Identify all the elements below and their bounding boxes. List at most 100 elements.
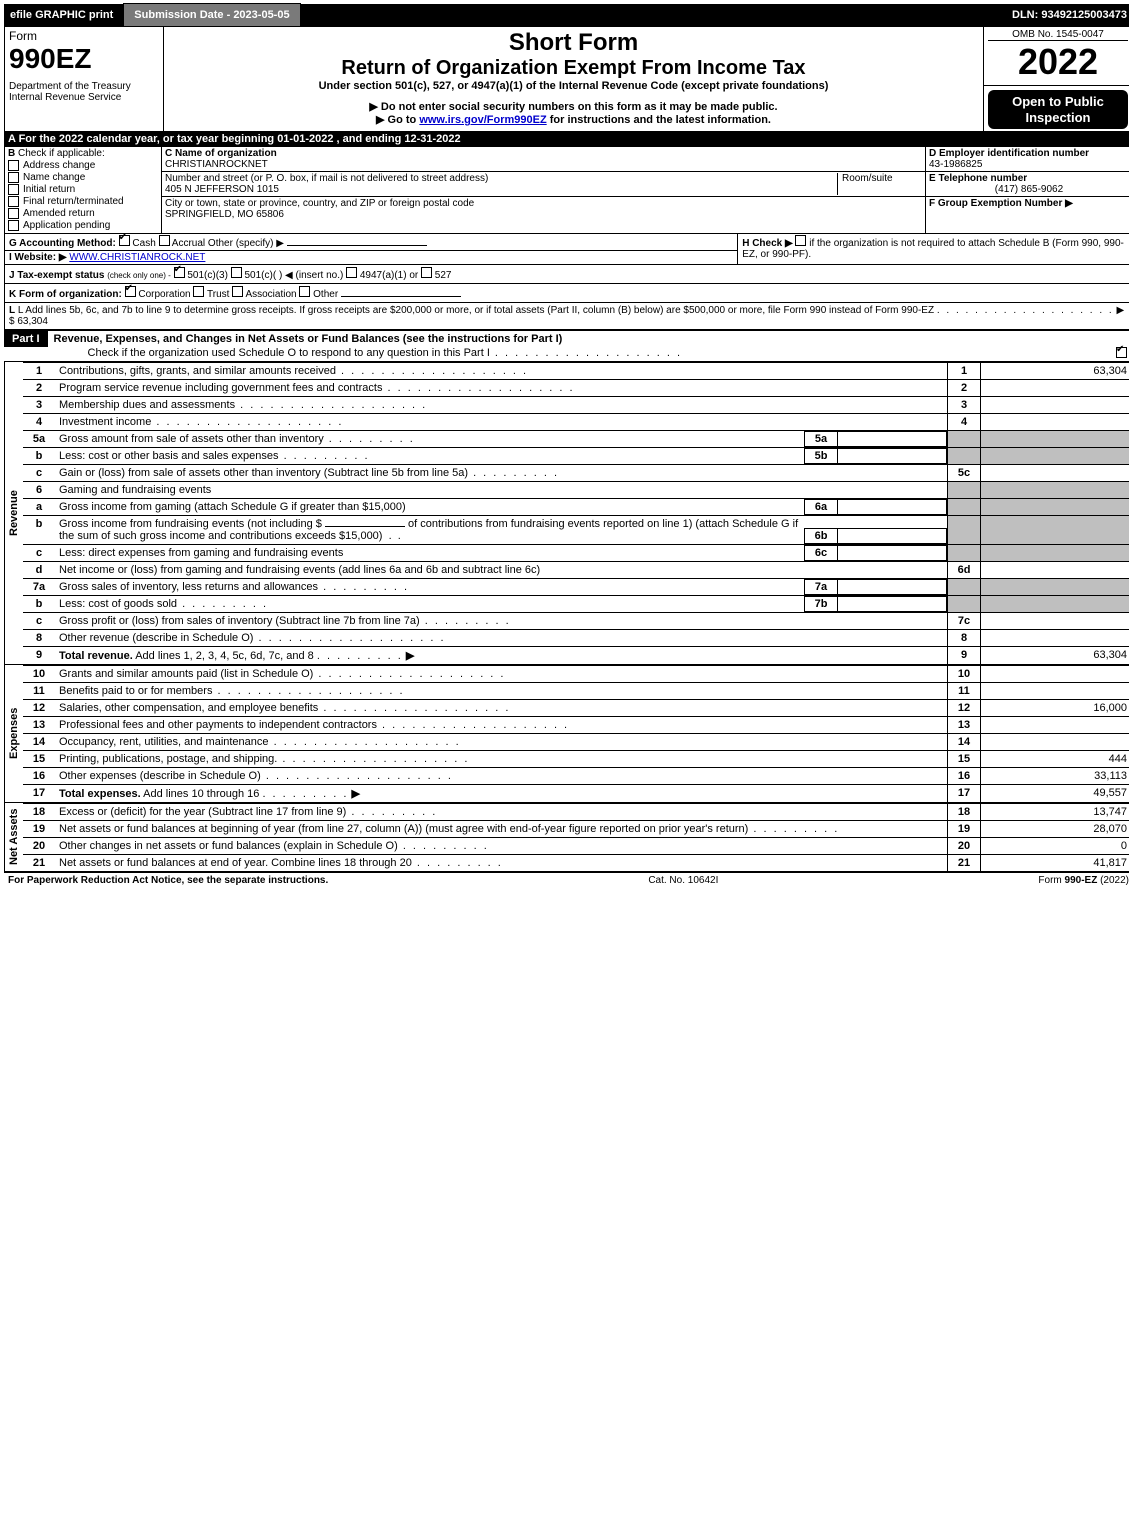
line-2-amount bbox=[980, 380, 1129, 396]
line-6a-box-shaded bbox=[947, 499, 980, 515]
line-4-amount bbox=[980, 414, 1129, 430]
line-6d-text: Net income or (loss) from gaming and fun… bbox=[55, 562, 947, 578]
line-3-box: 3 bbox=[947, 397, 980, 413]
line-1-box: 1 bbox=[947, 363, 980, 379]
other-org-label: Other bbox=[313, 289, 338, 300]
form-number: 990EZ bbox=[9, 43, 159, 75]
line-4-num: 4 bbox=[23, 414, 55, 430]
line-21-text: Net assets or fund balances at end of ye… bbox=[55, 855, 947, 871]
line-11-box: 11 bbox=[947, 683, 980, 699]
line-20-text: Other changes in net assets or fund bala… bbox=[55, 838, 947, 854]
checkbox-amended-return[interactable] bbox=[8, 208, 19, 219]
checkbox-corporation[interactable] bbox=[125, 286, 136, 297]
checkbox-schedule-b[interactable] bbox=[795, 235, 806, 246]
line-6a-num: a bbox=[23, 499, 55, 515]
line-15-text: Printing, publications, postage, and shi… bbox=[55, 751, 947, 767]
checkbox-501c3[interactable] bbox=[174, 267, 185, 278]
line-18-text: Excess or (deficit) for the year (Subtra… bbox=[55, 804, 947, 820]
line-14-num: 14 bbox=[23, 734, 55, 750]
line-9-box: 9 bbox=[947, 647, 980, 664]
city-label: City or town, state or province, country… bbox=[165, 198, 922, 209]
checkbox-accrual[interactable] bbox=[159, 235, 170, 246]
part-1-title: Revenue, Expenses, and Changes in Net As… bbox=[48, 331, 1129, 347]
line-7b-val bbox=[838, 597, 946, 611]
line-7a-num: 7a bbox=[23, 579, 55, 595]
header-block: Form 990EZ Department of the Treasury In… bbox=[4, 26, 1129, 132]
checkbox-527[interactable] bbox=[421, 267, 432, 278]
checkbox-4947a1[interactable] bbox=[346, 267, 357, 278]
part-1-check-line: Check if the organization used Schedule … bbox=[88, 347, 1108, 359]
501c3-label: 501(c)(3) bbox=[187, 270, 228, 281]
address-change-label: Address change bbox=[23, 160, 95, 171]
line-13-amount bbox=[980, 717, 1129, 733]
line-7a-box-shaded bbox=[947, 579, 980, 595]
checkbox-other-org[interactable] bbox=[299, 286, 310, 297]
section-d-label: D Employer identification number bbox=[929, 148, 1129, 159]
goto-line: ▶ Go to www.irs.gov/Form990EZ for instru… bbox=[168, 113, 979, 126]
checkbox-name-change[interactable] bbox=[8, 172, 19, 183]
line-5a-amount-shaded bbox=[980, 431, 1129, 447]
line-7b-num: b bbox=[23, 596, 55, 612]
line-17-num: 17 bbox=[23, 785, 55, 802]
line-6b-text: Gross income from fundraising events (no… bbox=[55, 516, 804, 544]
line-15-num: 15 bbox=[23, 751, 55, 767]
checkbox-cash[interactable] bbox=[119, 235, 130, 246]
checkbox-association[interactable] bbox=[232, 286, 243, 297]
irs-link[interactable]: www.irs.gov/Form990EZ bbox=[419, 114, 546, 126]
line-10-num: 10 bbox=[23, 666, 55, 682]
line-8-text: Other revenue (describe in Schedule O) bbox=[55, 630, 947, 646]
section-e-label: E Telephone number bbox=[929, 173, 1129, 184]
application-pending-label: Application pending bbox=[23, 220, 110, 231]
line-3-amount bbox=[980, 397, 1129, 413]
checkbox-address-change[interactable] bbox=[8, 160, 19, 171]
line-6-amount-shaded bbox=[980, 482, 1129, 498]
line-6a-sub: 6a bbox=[805, 500, 838, 514]
section-k-label: K Form of organization: bbox=[9, 289, 122, 300]
line-6d-box: 6d bbox=[947, 562, 980, 578]
expenses-side-label: Expenses bbox=[4, 665, 23, 802]
checkbox-trust[interactable] bbox=[193, 286, 204, 297]
other-specify-label: Other (specify) ▶ bbox=[208, 238, 284, 249]
line-9-num: 9 bbox=[23, 647, 55, 664]
website-link[interactable]: WWW.CHRISTIANROCK.NET bbox=[69, 252, 205, 263]
tax-year: 2022 bbox=[988, 41, 1128, 83]
line-10-amount bbox=[980, 666, 1129, 682]
line-12-box: 12 bbox=[947, 700, 980, 716]
section-i-label: I Website: ▶ bbox=[9, 252, 67, 263]
line-7a-amount-shaded bbox=[980, 579, 1129, 595]
checkbox-schedule-o-part1[interactable] bbox=[1116, 347, 1127, 358]
line-2-box: 2 bbox=[947, 380, 980, 396]
trust-label: Trust bbox=[207, 289, 229, 300]
omb-number: OMB No. 1545-0047 bbox=[988, 29, 1128, 41]
line-5a-sub: 5a bbox=[805, 432, 838, 446]
line-14-text: Occupancy, rent, utilities, and maintena… bbox=[55, 734, 947, 750]
line-6c-amount-shaded bbox=[980, 545, 1129, 561]
dept-treasury: Department of the Treasury bbox=[9, 81, 159, 92]
line-11-text: Benefits paid to or for members bbox=[55, 683, 947, 699]
line-6b-sub: 6b bbox=[805, 529, 838, 543]
line-6a-amount-shaded bbox=[980, 499, 1129, 515]
line-6b-box-shaded bbox=[947, 516, 980, 544]
line-6c-box-shaded bbox=[947, 545, 980, 561]
line-1-amount: 63,304 bbox=[980, 363, 1129, 379]
checkbox-final-return[interactable] bbox=[8, 196, 19, 207]
street-value: 405 N JEFFERSON 1015 bbox=[165, 184, 279, 195]
checkbox-initial-return[interactable] bbox=[8, 184, 19, 195]
section-l: L L Add lines 5b, 6c, and 7b to line 9 t… bbox=[4, 303, 1129, 330]
line-19-text: Net assets or fund balances at beginning… bbox=[55, 821, 947, 837]
checkbox-501c-other[interactable] bbox=[231, 267, 242, 278]
line-17-amount: 49,557 bbox=[980, 785, 1129, 802]
city-value: SPRINGFIELD, MO 65806 bbox=[165, 209, 922, 220]
line-8-box: 8 bbox=[947, 630, 980, 646]
short-form-title: Short Form bbox=[168, 29, 979, 57]
line-14-amount bbox=[980, 734, 1129, 750]
line-12-num: 12 bbox=[23, 700, 55, 716]
line-6-box-shaded bbox=[947, 482, 980, 498]
line-19-box: 19 bbox=[947, 821, 980, 837]
checkbox-application-pending[interactable] bbox=[8, 220, 19, 231]
line-5b-box-shaded bbox=[947, 448, 980, 464]
line-16-text: Other expenses (describe in Schedule O) bbox=[55, 768, 947, 784]
section-h-label: H Check ▶ bbox=[742, 238, 792, 249]
line-7c-num: c bbox=[23, 613, 55, 629]
line-2-num: 2 bbox=[23, 380, 55, 396]
